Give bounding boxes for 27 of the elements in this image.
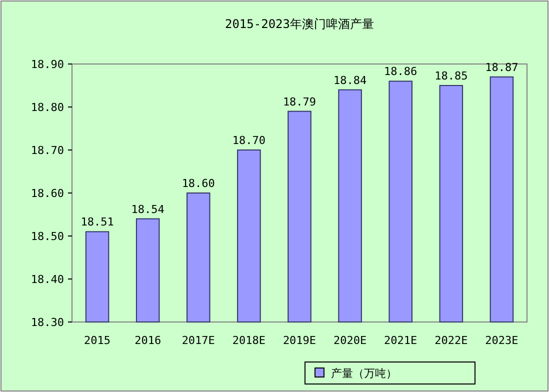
y-tick-label: 18.90 xyxy=(30,58,64,71)
x-tick-label: 2021E xyxy=(384,334,418,347)
data-label: 18.84 xyxy=(333,74,367,87)
y-tick-label: 18.60 xyxy=(30,187,64,200)
x-tick-label: 2023E xyxy=(485,334,518,347)
x-tick-label: 2020E xyxy=(333,334,367,347)
data-label: 18.54 xyxy=(131,202,165,216)
y-tick-label: 18.30 xyxy=(30,316,64,329)
y-tick-label: 18.80 xyxy=(30,101,64,114)
chart-title: 2015-2023年澳门啤酒产量 xyxy=(224,17,374,31)
data-label: 18.79 xyxy=(282,95,316,108)
x-tick-label: 2022E xyxy=(434,334,468,347)
data-label: 18.51 xyxy=(80,216,114,229)
y-tick-label: 18.40 xyxy=(30,273,64,286)
x-tick-label: 2019E xyxy=(282,334,316,347)
x-tick-label: 2017E xyxy=(182,334,215,347)
y-tick-label: 18.50 xyxy=(30,230,64,243)
data-label: 18.87 xyxy=(485,60,518,74)
data-label: 18.70 xyxy=(232,134,266,147)
x-tick-label: 2018E xyxy=(232,334,266,347)
data-label: 18.60 xyxy=(182,177,215,190)
x-tick-label: 2015 xyxy=(84,334,111,347)
data-label: 18.85 xyxy=(434,70,468,82)
x-tick-label: 2016 xyxy=(134,334,162,347)
legend-label: 产量（万吨） xyxy=(331,367,397,380)
data-label: 18.86 xyxy=(384,65,418,78)
y-tick-label: 18.70 xyxy=(30,144,64,157)
